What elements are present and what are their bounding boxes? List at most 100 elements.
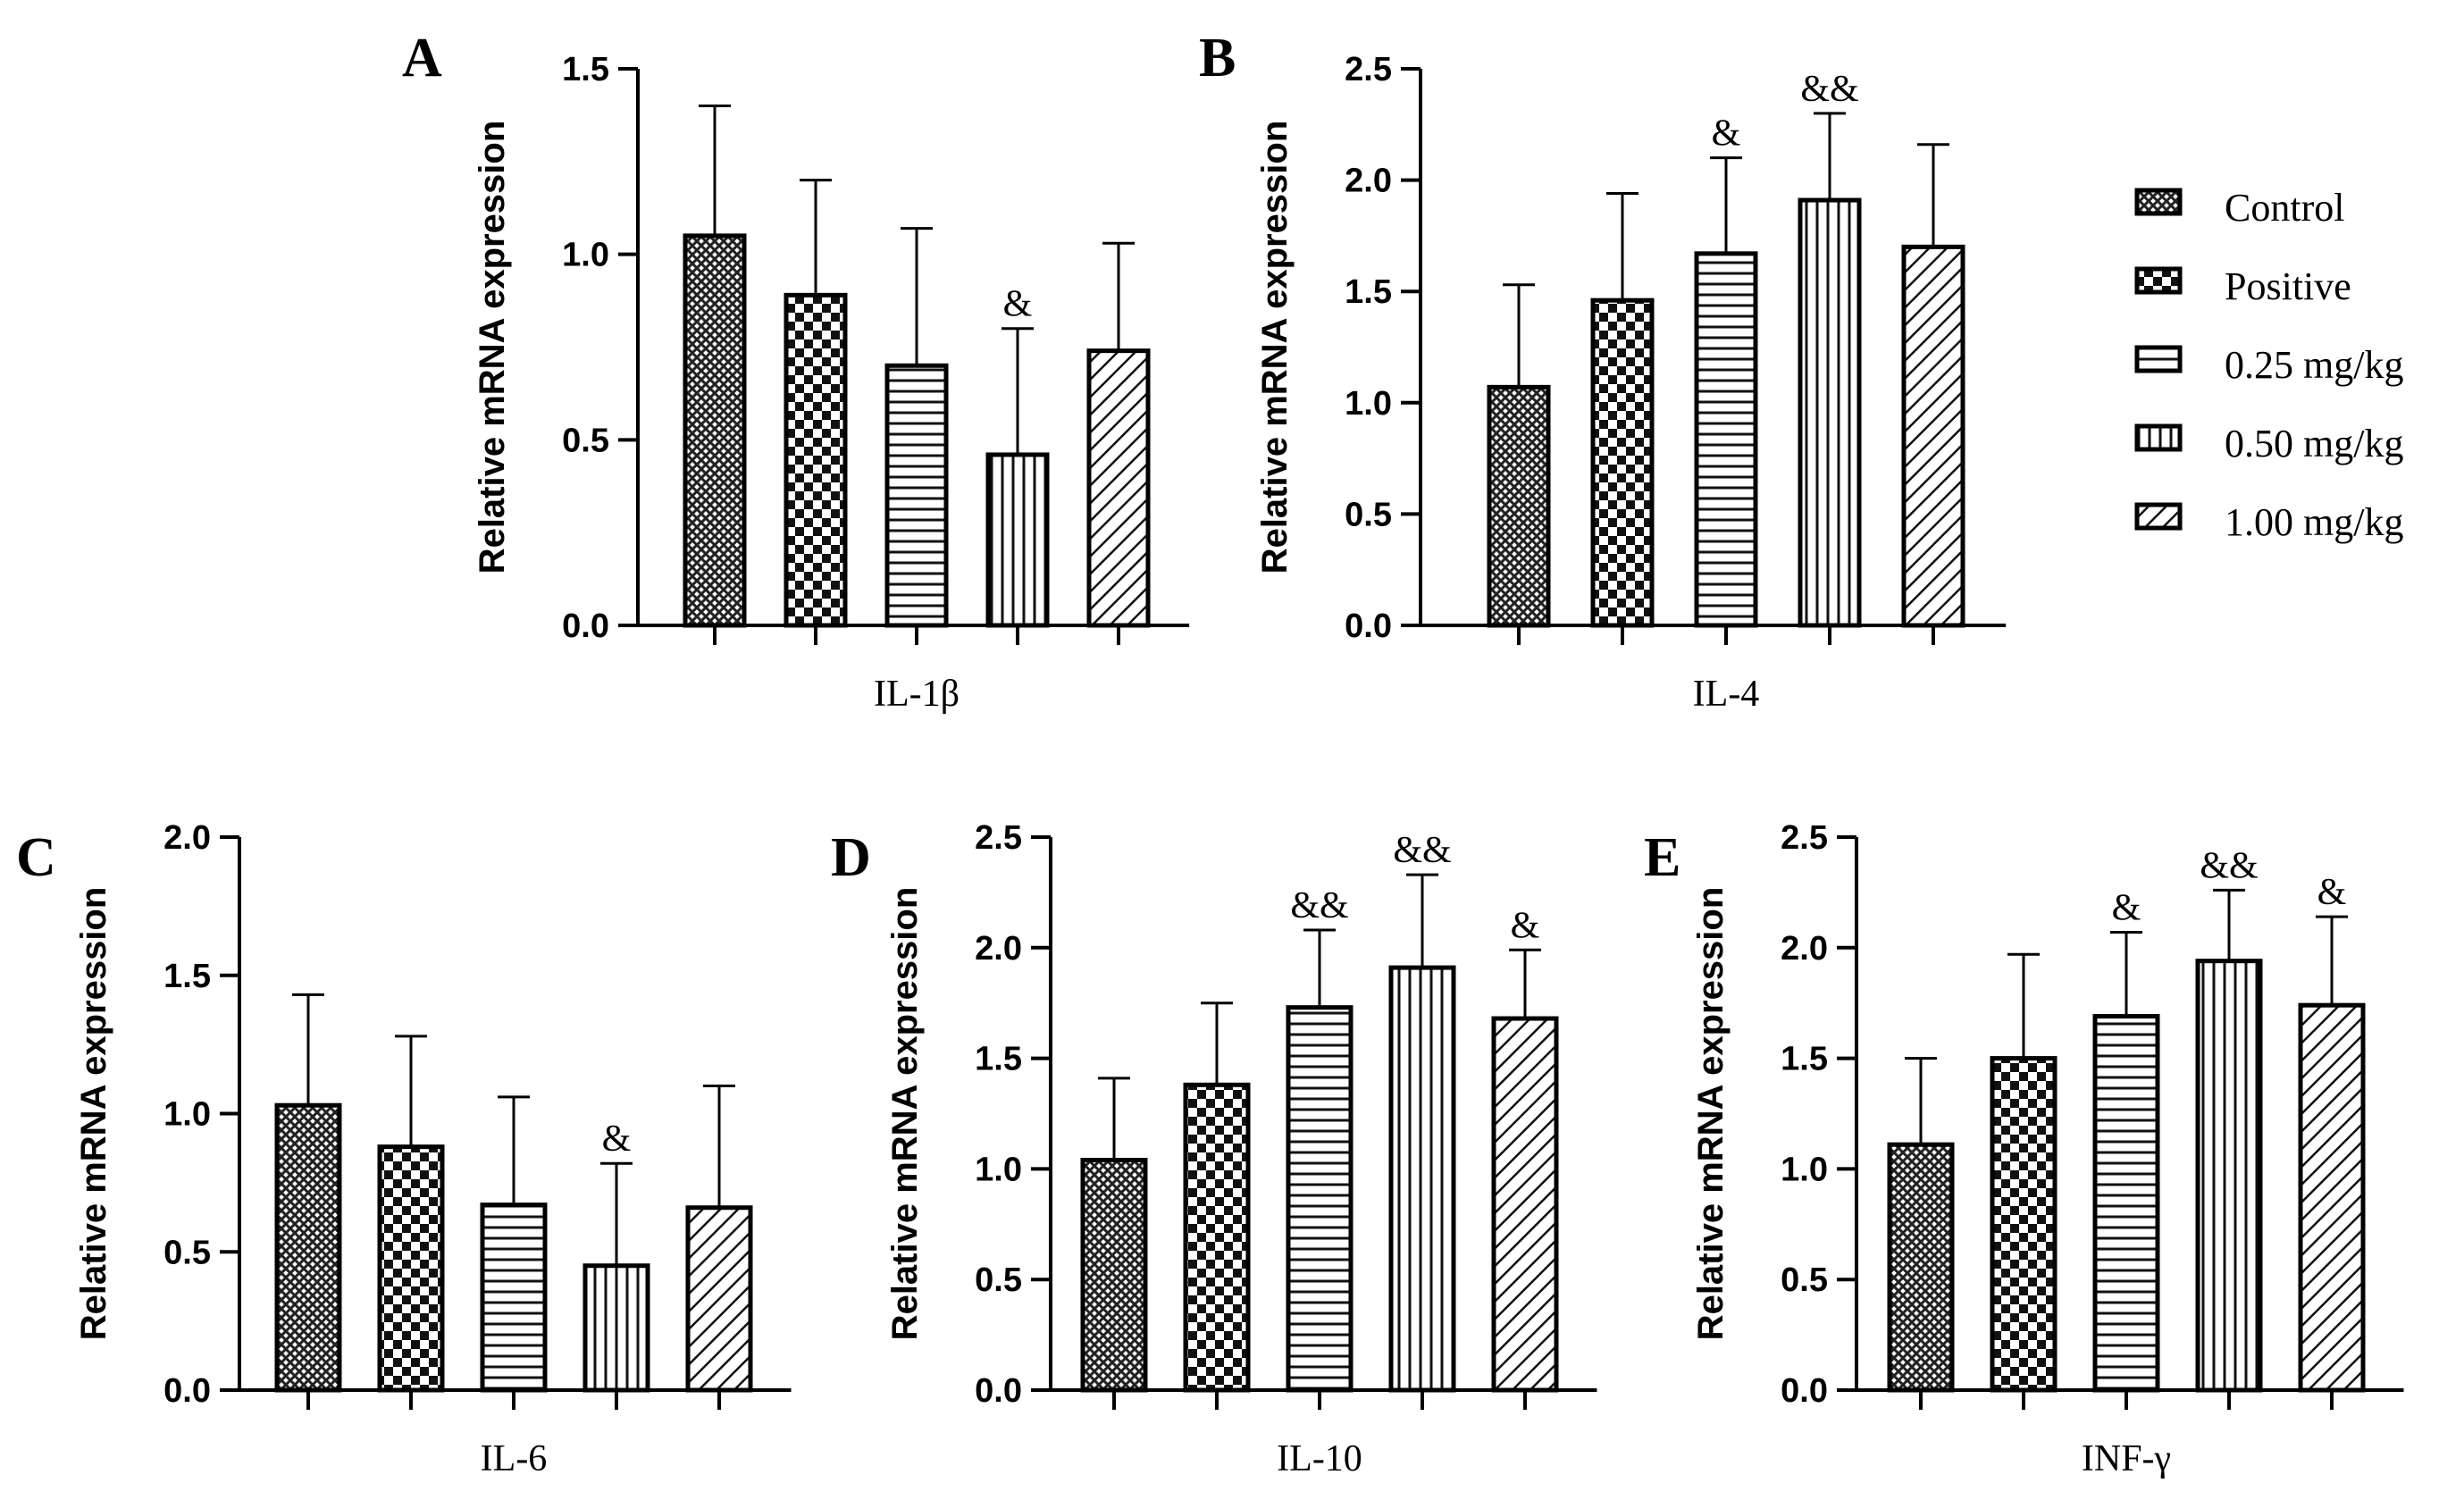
y-tick-label: 1.5 bbox=[975, 1041, 1022, 1078]
significance-marker: & bbox=[1511, 905, 1540, 946]
bar-control bbox=[274, 1102, 342, 1393]
bar-0-50-mg-kg bbox=[1388, 965, 1456, 1393]
y-tick-label: 1.5 bbox=[562, 51, 609, 88]
bar-0-25-mg-kg bbox=[2092, 1014, 2160, 1393]
y-tick-label: 1.5 bbox=[1345, 273, 1392, 311]
significance-marker: & bbox=[2112, 887, 2141, 928]
y-axis-label: Relative mRNA expression bbox=[74, 887, 113, 1341]
y-tick-label: 0.0 bbox=[163, 1372, 211, 1410]
panel-letter: A bbox=[402, 28, 442, 88]
legend-item: Control bbox=[2134, 186, 2344, 230]
legend: Control Positive 0.25 mg/kg 0.50 mg/kg 1.00 … bbox=[2134, 186, 2403, 544]
bar-0-50-mg-kg bbox=[582, 1263, 650, 1393]
panel-letter: C bbox=[16, 827, 56, 888]
chart-panel-e: E 0.0 0.5 1.0 1.5 2.0 2.5 Relative mRNA express… bbox=[1644, 819, 2404, 1479]
bar-control bbox=[1487, 384, 1551, 628]
y-axis-label: Relative mRNA expression bbox=[473, 121, 512, 574]
y-tick-label: 1.0 bbox=[163, 1096, 211, 1134]
bar-1-00-mg-kg bbox=[685, 1205, 753, 1393]
y-tick-label: 0.5 bbox=[163, 1234, 211, 1271]
legend-swatch bbox=[2134, 266, 2183, 295]
legend-item: 1.00 mg/kg bbox=[2134, 500, 2403, 544]
chart-panel-c: C 0.0 0.5 1.0 1.5 2.0 Relative mRNA expression… bbox=[16, 819, 792, 1479]
bar-control bbox=[1887, 1142, 1955, 1393]
y-tick-label: 2.0 bbox=[975, 930, 1022, 968]
significance-marker: && bbox=[2200, 845, 2258, 886]
chart-panel-b: B 0.0 0.5 1.0 1.5 2.0 2.5 Relative mRNA express… bbox=[1199, 28, 2007, 715]
bar-0-25-mg-kg bbox=[480, 1203, 548, 1393]
bar-positive bbox=[1590, 297, 1655, 628]
significance-marker: & bbox=[602, 1119, 632, 1160]
y-tick-label: 1.5 bbox=[163, 958, 211, 995]
bar-positive bbox=[1183, 1082, 1251, 1393]
legend-item: 0.50 mg/kg bbox=[2134, 422, 2403, 465]
y-tick-label: 0.5 bbox=[1345, 496, 1392, 533]
significance-marker: & bbox=[2317, 872, 2347, 913]
significance-marker: && bbox=[1290, 885, 1348, 926]
y-tick-label: 0.5 bbox=[1781, 1261, 1828, 1299]
y-axis-label: Relative mRNA expression bbox=[885, 887, 925, 1341]
x-axis-label: IL-1β bbox=[874, 674, 960, 715]
y-tick-label: 2.0 bbox=[1345, 163, 1392, 200]
x-axis-label: IL-6 bbox=[481, 1438, 548, 1479]
bar-control bbox=[1080, 1157, 1148, 1393]
legend-label: 0.25 mg/kg bbox=[2225, 343, 2403, 387]
bar-0-25-mg-kg bbox=[1694, 251, 1758, 628]
bar-control bbox=[683, 233, 747, 628]
legend-label: 0.50 mg/kg bbox=[2225, 422, 2403, 465]
significance-marker: & bbox=[1003, 284, 1033, 325]
legend-item: 0.25 mg/kg bbox=[2134, 343, 2403, 387]
legend-swatch bbox=[2134, 423, 2183, 452]
legend-item: Positive bbox=[2134, 264, 2351, 308]
significance-marker: & bbox=[1712, 113, 1741, 155]
y-tick-label: 2.0 bbox=[1781, 930, 1828, 968]
y-axis-label: Relative mRNA expression bbox=[1255, 121, 1295, 574]
bar-0-25-mg-kg bbox=[1286, 1005, 1354, 1393]
y-tick-label: 1.0 bbox=[1781, 1151, 1828, 1188]
x-axis-label: IL-4 bbox=[1693, 674, 1760, 715]
x-axis-label: IL-10 bbox=[1277, 1438, 1362, 1479]
y-tick-label: 2.5 bbox=[975, 819, 1022, 857]
y-tick-label: 0.5 bbox=[975, 1261, 1022, 1299]
y-axis-label: Relative mRNA expression bbox=[1691, 887, 1731, 1341]
x-axis-label: INF-γ bbox=[2082, 1438, 2171, 1479]
y-tick-label: 1.5 bbox=[1781, 1041, 1828, 1078]
bar-0-50-mg-kg bbox=[2195, 959, 2263, 1393]
bar-positive bbox=[1990, 1056, 2058, 1393]
chart-panel-a: A 0.0 0.5 1.0 1.5 Relative mRNA expression & IL… bbox=[402, 28, 1190, 715]
legend-label: 1.00 mg/kg bbox=[2225, 500, 2403, 544]
bar-1-00-mg-kg bbox=[1086, 348, 1151, 628]
y-tick-label: 1.0 bbox=[562, 237, 609, 274]
bar-1-00-mg-kg bbox=[1901, 244, 1965, 628]
panel-letter: D bbox=[831, 827, 871, 888]
significance-marker: && bbox=[1393, 830, 1451, 871]
panel-letter: B bbox=[1199, 28, 1236, 88]
y-tick-label: 0.5 bbox=[562, 422, 609, 459]
bar-positive bbox=[377, 1144, 445, 1393]
y-tick-label: 0.0 bbox=[1345, 608, 1392, 645]
bar-0-25-mg-kg bbox=[884, 363, 949, 628]
y-tick-label: 0.0 bbox=[1781, 1372, 1828, 1410]
legend-swatch bbox=[2134, 502, 2183, 531]
y-tick-label: 2.5 bbox=[1781, 819, 1828, 857]
bar-1-00-mg-kg bbox=[1491, 1016, 1559, 1393]
y-tick-label: 0.0 bbox=[975, 1372, 1022, 1410]
y-tick-label: 1.0 bbox=[975, 1151, 1022, 1188]
bar-0-50-mg-kg bbox=[1798, 197, 1862, 628]
legend-swatch bbox=[2134, 188, 2183, 216]
bar-0-50-mg-kg bbox=[985, 452, 1050, 628]
chart-panel-d: D 0.0 0.5 1.0 1.5 2.0 2.5 Relative mRNA express… bbox=[831, 819, 1597, 1479]
y-tick-label: 2.0 bbox=[163, 819, 211, 857]
significance-marker: && bbox=[1800, 69, 1858, 110]
y-tick-label: 0.0 bbox=[562, 608, 609, 645]
bar-1-00-mg-kg bbox=[2298, 1002, 2366, 1393]
legend-label: Control bbox=[2225, 186, 2344, 230]
legend-label: Positive bbox=[2225, 264, 2351, 308]
panel-letter: E bbox=[1644, 827, 1680, 888]
y-tick-label: 2.5 bbox=[1345, 51, 1392, 88]
legend-swatch bbox=[2134, 345, 2183, 373]
y-tick-label: 1.0 bbox=[1345, 385, 1392, 423]
bar-positive bbox=[784, 292, 848, 628]
